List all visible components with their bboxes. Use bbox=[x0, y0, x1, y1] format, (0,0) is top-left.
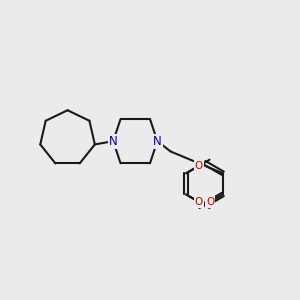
Text: O: O bbox=[195, 197, 203, 207]
Text: N: N bbox=[109, 135, 118, 148]
Text: N: N bbox=[153, 135, 162, 148]
Text: O: O bbox=[195, 161, 203, 171]
Text: O: O bbox=[206, 197, 214, 207]
